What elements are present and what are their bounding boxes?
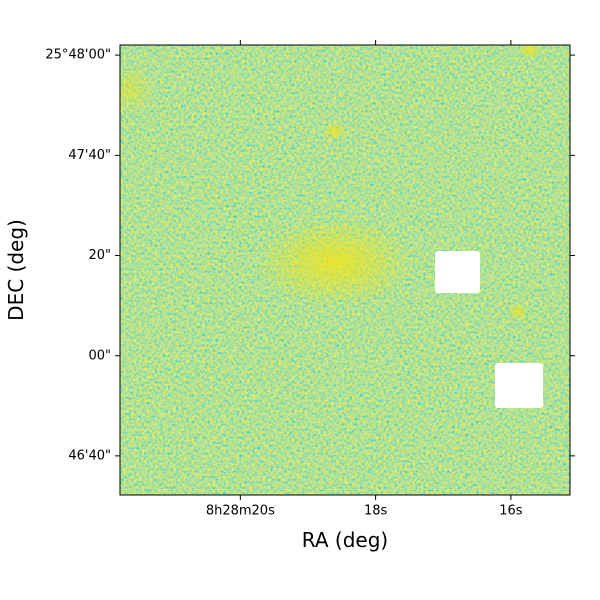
y-tick-label: 20" bbox=[88, 248, 111, 263]
sky-image bbox=[120, 45, 570, 495]
x-axis-label: RA (deg) bbox=[302, 528, 388, 552]
x-tick-label: 18s bbox=[364, 504, 388, 519]
y-tick-label: 00" bbox=[88, 348, 111, 363]
axes-frame bbox=[119, 44, 571, 496]
x-tick-label: 8h28m20s bbox=[206, 504, 275, 519]
y-axis-label: DEC (deg) bbox=[4, 219, 28, 321]
masked-region bbox=[435, 251, 480, 293]
y-tick-label: 25°48'00" bbox=[45, 48, 111, 63]
masked-region bbox=[495, 363, 543, 408]
y-tick-label: 46'40" bbox=[68, 448, 111, 463]
x-tick-label: 16s bbox=[499, 504, 523, 519]
y-tick-label: 47'40" bbox=[68, 148, 111, 163]
